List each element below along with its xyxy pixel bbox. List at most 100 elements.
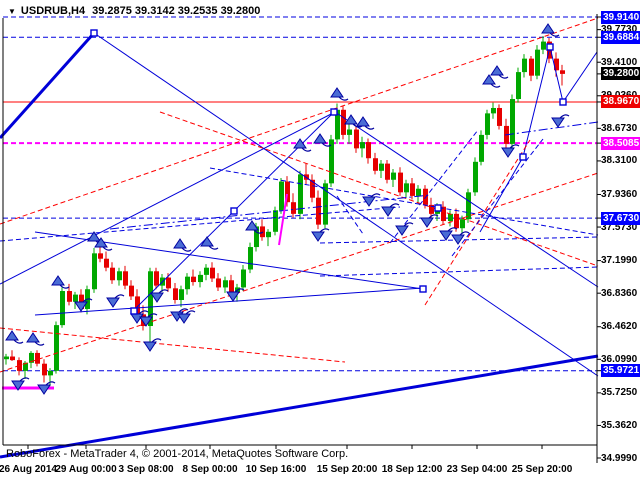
trendline-handle[interactable]	[230, 207, 238, 215]
fractal-up-arrow-icon	[482, 74, 496, 85]
bull-candle	[479, 134, 484, 162]
trendline[interactable]	[334, 111, 599, 288]
bear-candle	[429, 204, 434, 214]
arrow-tail	[114, 294, 125, 299]
arrow-tail	[490, 83, 501, 88]
bear-candle	[454, 213, 459, 229]
trendline[interactable]	[0, 17, 599, 225]
trendline[interactable]	[109, 194, 431, 230]
arrow-tail	[178, 308, 189, 313]
arrow-tail	[234, 288, 245, 293]
price-label-highlighted: 37.6730	[601, 211, 640, 225]
fractal-up-arrow-icon	[51, 275, 65, 286]
trendline[interactable]	[159, 111, 599, 267]
price-label: 35.7250	[601, 387, 638, 399]
time-label: 10 Sep 16:00	[245, 464, 307, 475]
fractal-up-arrow-icon	[94, 237, 108, 248]
time-label: 8 Sep 00:00	[182, 464, 238, 475]
trendline-handle[interactable]	[130, 307, 138, 315]
price-label: 37.5730	[601, 221, 638, 233]
bull-candle	[347, 129, 352, 135]
candles-layer	[4, 36, 565, 387]
bull-candle	[335, 109, 340, 140]
trendline[interactable]	[0, 172, 599, 373]
bear-candle	[291, 202, 296, 214]
trendline-handle[interactable]	[90, 29, 98, 37]
fractal-down-arrow-icon	[362, 196, 376, 207]
arrow-tail	[34, 341, 45, 346]
arrow-tail	[102, 246, 113, 251]
trendline[interactable]	[0, 111, 336, 285]
price-label: 36.8360	[601, 287, 638, 299]
trendline[interactable]	[336, 195, 364, 235]
fractal-down-arrow-icon	[311, 231, 325, 242]
fractal-down-arrow-icon	[226, 291, 240, 302]
bull-candle	[279, 181, 284, 211]
price-label: 38.3100	[601, 155, 638, 167]
trendline-handle[interactable]	[434, 204, 442, 212]
trendline-handle[interactable]	[519, 153, 527, 161]
time-label: 18 Sep 12:00	[381, 464, 443, 475]
time-label: 3 Sep 08:00	[118, 464, 174, 475]
trendline[interactable]	[209, 167, 599, 236]
trendline[interactable]	[504, 121, 599, 136]
bear-candle	[98, 253, 103, 259]
fractal-down-arrow-icon	[74, 301, 88, 312]
fractal-up-arrow-icon	[541, 23, 555, 34]
fractal-down-arrow-icon	[37, 384, 51, 395]
fractal-down-arrow-icon	[139, 316, 153, 327]
trendline-handle[interactable]	[559, 98, 567, 106]
trendline[interactable]	[0, 206, 401, 242]
trendline[interactable]	[0, 354, 599, 459]
trendline-handle[interactable]	[330, 108, 338, 116]
bear-candle	[398, 172, 403, 193]
price-label: 38.6730	[601, 122, 638, 134]
symbol-dropdown-icon[interactable]: ▼	[8, 6, 16, 16]
arrow-tail	[389, 203, 400, 208]
bull-candle	[179, 289, 184, 300]
price-label: 34.9990	[601, 452, 638, 464]
fractal-down-arrow-icon	[439, 230, 453, 241]
trendline[interactable]	[451, 138, 544, 257]
trendline-handle[interactable]	[419, 285, 427, 293]
trendline[interactable]	[319, 266, 599, 277]
arrow-tail	[82, 298, 93, 303]
bull-candle	[510, 99, 515, 144]
symbol-label: USDRUB,H4	[20, 5, 86, 17]
bear-candle	[173, 288, 178, 300]
bull-candle	[516, 72, 521, 100]
fractal-down-arrow-icon	[106, 297, 120, 308]
bull-candle	[379, 163, 384, 171]
arrow-tail	[59, 284, 70, 289]
bull-candle	[29, 352, 34, 363]
bear-candle	[35, 352, 40, 364]
arrow-tail	[447, 227, 458, 232]
bear-candle	[123, 271, 128, 286]
fractal-up-arrow-icon	[87, 231, 101, 242]
bear-candle	[554, 58, 559, 71]
magenta-segment[interactable]	[278, 193, 288, 246]
bear-candle	[410, 183, 415, 196]
trendline[interactable]	[34, 287, 424, 316]
bear-candle	[316, 197, 321, 225]
fractal-up-arrow-icon	[293, 138, 307, 149]
trendline[interactable]	[93, 32, 599, 377]
price-label: 35.3620	[601, 419, 638, 431]
arrow-tail	[151, 338, 162, 343]
price-label: 39.4100	[601, 56, 638, 68]
fractal-down-arrow-icon	[150, 292, 164, 303]
bull-candle	[248, 247, 253, 270]
bull-candle	[466, 192, 471, 220]
fractal-down-arrow-icon	[451, 234, 465, 245]
trendline[interactable]	[0, 31, 96, 140]
bear-candle	[310, 179, 315, 198]
trendline-handle[interactable]	[546, 43, 554, 51]
trendline[interactable]	[0, 327, 346, 363]
fractal-up-arrow-icon	[330, 87, 344, 98]
time-label: 15 Sep 20:00	[316, 464, 378, 475]
bull-candle	[54, 325, 59, 371]
price-label-highlighted: 39.2800	[601, 67, 640, 81]
bear-candle	[129, 285, 134, 297]
bear-candle	[373, 158, 378, 171]
